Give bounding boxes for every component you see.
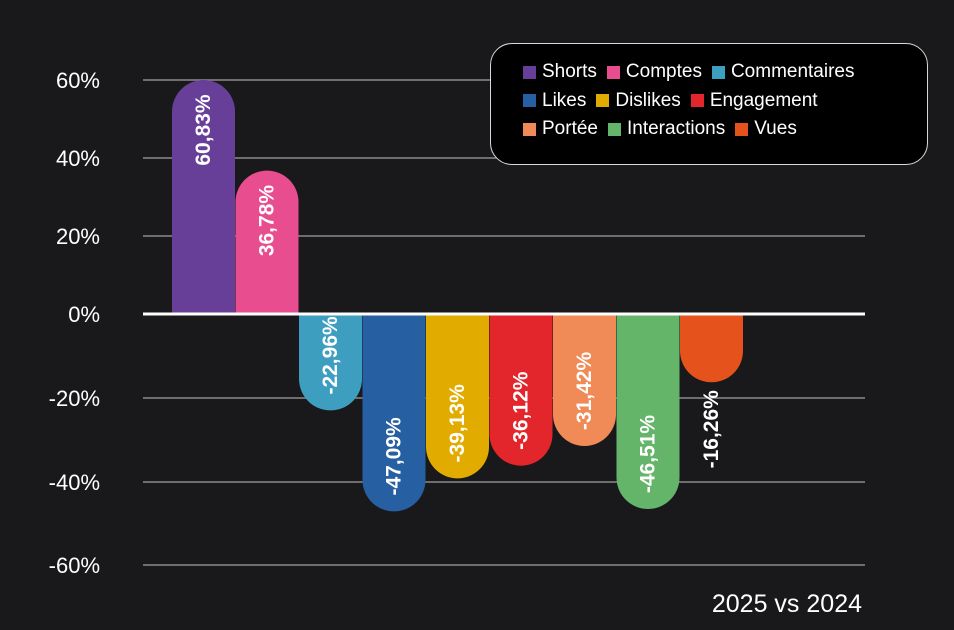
chart-legend: Shorts Comptes Commentaires Likes Dislikes En… [490,43,928,165]
legend-item: Engagement [690,89,818,112]
legend-swatch [690,94,704,108]
y-tick-label: 60% [56,68,100,93]
y-tick-label: 20% [56,224,100,249]
legend-swatch [523,122,536,136]
y-tick-label: 40% [56,146,100,171]
legend-swatch [711,65,725,79]
y-tick-label: -60% [49,553,100,578]
data-label: -39,13% [446,384,469,463]
legend-swatch [606,65,620,79]
data-label: -47,09% [383,417,406,496]
bar-vues [680,314,743,383]
bar-commentaires [299,314,362,411]
data-label: -36,12% [510,371,533,450]
data-label: -31,42% [573,352,596,431]
y-tick-label: -40% [49,470,100,495]
legend-row: Likes Dislikes Engagement [523,87,927,116]
legend-item: Portée [523,118,598,140]
legend-label: Dislikes [615,89,681,111]
legend-swatch [607,122,621,136]
legend-row: Shorts Comptes Commentaires [523,58,927,87]
legend-swatch [523,65,536,79]
legend-label: Vues [754,118,797,140]
legend-swatch [735,122,749,136]
data-label: 60,83% [192,94,215,166]
legend-item: Shorts [523,61,597,83]
y-tick-label: 0% [68,302,100,327]
data-label: 36,78% [256,185,279,257]
legend-label: Commentaires [730,61,855,83]
chart-caption: 2025 vs 2024 [711,590,862,618]
bar-shorts [172,80,235,314]
data-label: -16,26% [700,390,723,469]
legend-item: Interactions [607,118,726,140]
legend-label: Interactions [626,118,726,140]
bar-engagement [489,314,553,466]
legend-label: Comptes [625,61,702,83]
legend-swatch [523,94,536,108]
legend-item: Dislikes [596,89,681,112]
legend-item: Commentaires [711,61,855,83]
legend-label: Shorts [542,61,597,83]
legend-row: Portée Interactions Vues [523,115,927,144]
legend-label: Likes [542,89,587,111]
bar-interactions [616,314,680,510]
legend-label: Portée [542,118,598,140]
legend-swatch [596,94,610,108]
data-label: -46,51% [637,415,660,494]
bar-comptes [235,170,299,314]
legend-label: Engagement [709,89,818,111]
legend-item: Vues [735,118,797,140]
bar-likes [362,314,426,512]
legend-item: Likes [523,90,586,112]
bar-portée [553,314,616,446]
data-label: -22,96% [319,316,342,395]
bar-dislikes [426,314,489,479]
legend-item: Comptes [606,61,702,83]
y-tick-label: -20% [49,386,100,411]
